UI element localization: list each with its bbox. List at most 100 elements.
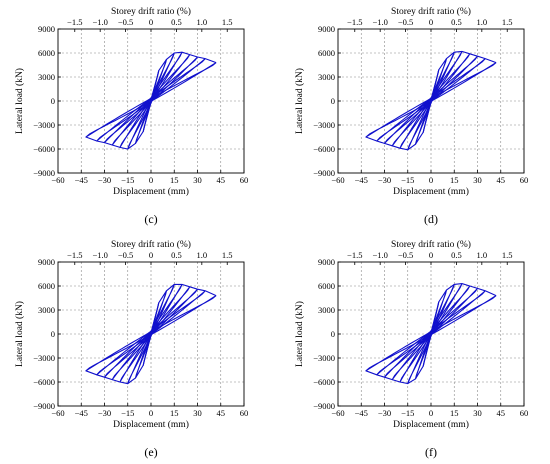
top-tick-label: 0.5 bbox=[451, 250, 462, 260]
hysteresis-curves bbox=[365, 283, 497, 385]
y-axis-title: Lateral load (kN) bbox=[294, 301, 305, 367]
x-tick-label: −60 bbox=[331, 175, 344, 185]
x-axis-title: Displacement (mm) bbox=[393, 186, 469, 197]
y-tick-label: 0 bbox=[331, 329, 335, 339]
top-tick-label: 1.5 bbox=[502, 250, 513, 260]
x-tick-label: 15 bbox=[450, 408, 459, 418]
y-tick-label: 3000 bbox=[38, 72, 55, 82]
x-tick-label: 0 bbox=[149, 408, 153, 418]
y-tick-label: −9000 bbox=[313, 401, 335, 411]
x-tick-label: 45 bbox=[217, 175, 226, 185]
x-tick-label: −45 bbox=[355, 408, 368, 418]
top-tick-label: 0.5 bbox=[171, 250, 182, 260]
top-tick-label: 0 bbox=[149, 250, 153, 260]
y-tick-label: 0 bbox=[51, 329, 55, 339]
y-tick-label: −6000 bbox=[33, 377, 55, 387]
top-tick-label: 1.0 bbox=[197, 17, 208, 27]
x-tick-label: 30 bbox=[193, 408, 202, 418]
y-tick-label: −9000 bbox=[33, 168, 55, 178]
x-tick-label: −15 bbox=[401, 408, 414, 418]
chart-panel-d: −60 −45 −30 −15 0 15 30 45 60 9000 6000 3000 0 −3000 −… bbox=[294, 6, 528, 226]
x-tick-label: −45 bbox=[75, 175, 88, 185]
x-tick-label: 0 bbox=[149, 175, 153, 185]
top-tick-label: 0 bbox=[429, 250, 433, 260]
y-axis-title: Lateral load (kN) bbox=[14, 68, 25, 134]
envelope-curve bbox=[85, 51, 217, 150]
envelope-curve bbox=[365, 50, 497, 151]
y-tick-label: 3000 bbox=[318, 305, 335, 315]
y-tick-label: −6000 bbox=[313, 377, 335, 387]
x-tick-label: −60 bbox=[331, 408, 344, 418]
x-tick-label: −30 bbox=[378, 175, 391, 185]
top-tick-label: −1.0 bbox=[92, 17, 107, 27]
top-tick-label: 1.0 bbox=[477, 250, 488, 260]
y-tick-label: 9000 bbox=[38, 257, 55, 267]
y-tick-label: −6000 bbox=[313, 144, 335, 154]
top-tick-label: 0.5 bbox=[451, 17, 462, 27]
x-tick-label: 15 bbox=[450, 175, 459, 185]
y-tick-label: 0 bbox=[51, 96, 55, 106]
x-tick-label: −60 bbox=[51, 408, 64, 418]
y-tick-label: 9000 bbox=[38, 24, 55, 34]
top-axis-title: Storey drift ratio (%) bbox=[391, 239, 471, 250]
hysteresis-curves bbox=[85, 283, 217, 385]
x-tick-label: 45 bbox=[497, 175, 506, 185]
hysteresis-curves bbox=[85, 51, 217, 150]
top-tick-label: −1.0 bbox=[372, 17, 387, 27]
envelope-curve bbox=[85, 283, 217, 385]
y-tick-label: −6000 bbox=[33, 144, 55, 154]
panel-label: (e) bbox=[144, 445, 157, 459]
chart-panel-f: −60 −45 −30 −15 0 15 30 45 60 9000 6000 3000 0 −3000 −… bbox=[294, 239, 528, 459]
x-axis-title: Displacement (mm) bbox=[113, 419, 189, 430]
top-tick-label: −0.5 bbox=[398, 250, 413, 260]
top-axis-title: Storey drift ratio (%) bbox=[111, 6, 191, 17]
top-tick-label: −0.5 bbox=[118, 17, 133, 27]
y-tick-label: 6000 bbox=[318, 281, 335, 291]
y-tick-label: 6000 bbox=[318, 48, 335, 58]
top-tick-label: −1.5 bbox=[347, 17, 362, 27]
chart-panel-c: −60 −45 −30 −15 0 15 30 45 60 9000 6000 3000 0 −3000 −… bbox=[14, 6, 248, 226]
top-tick-label: 1.5 bbox=[222, 250, 233, 260]
top-tick-label: 0 bbox=[149, 17, 153, 27]
top-tick-label: 1.5 bbox=[222, 17, 233, 27]
top-tick-label: −1.5 bbox=[347, 250, 362, 260]
x-axis-title: Displacement (mm) bbox=[393, 419, 469, 430]
y-tick-label: 6000 bbox=[38, 48, 55, 58]
top-tick-label: 1.0 bbox=[477, 17, 488, 27]
hysteresis-curves bbox=[365, 50, 497, 151]
y-tick-label: 3000 bbox=[38, 305, 55, 315]
y-tick-label: 6000 bbox=[38, 281, 55, 291]
top-tick-label: 0 bbox=[429, 17, 433, 27]
x-tick-label: 60 bbox=[520, 175, 529, 185]
top-tick-label: 1.5 bbox=[502, 17, 513, 27]
y-axis-title: Lateral load (kN) bbox=[294, 68, 305, 134]
x-tick-label: −60 bbox=[51, 175, 64, 185]
top-tick-label: −1.5 bbox=[67, 250, 82, 260]
top-axis-title: Storey drift ratio (%) bbox=[391, 6, 471, 17]
x-tick-label: −30 bbox=[98, 408, 111, 418]
top-tick-label: 0.5 bbox=[171, 17, 182, 27]
panel-label: (c) bbox=[144, 212, 157, 226]
y-tick-label: −9000 bbox=[313, 168, 335, 178]
x-tick-label: −15 bbox=[121, 408, 134, 418]
y-tick-label: 0 bbox=[331, 96, 335, 106]
x-tick-label: 45 bbox=[217, 408, 226, 418]
top-axis-title: Storey drift ratio (%) bbox=[111, 239, 191, 250]
x-tick-label: 60 bbox=[520, 408, 529, 418]
x-tick-label: 60 bbox=[240, 175, 249, 185]
y-tick-label: −3000 bbox=[33, 120, 55, 130]
panel-label: (d) bbox=[424, 212, 438, 226]
x-tick-label: 0 bbox=[429, 408, 433, 418]
chart-panel-e: −60 −45 −30 −15 0 15 30 45 60 9000 6000 3000 0 −3000 −… bbox=[14, 239, 248, 459]
y-tick-label: −3000 bbox=[313, 353, 335, 363]
x-axis-title: Displacement (mm) bbox=[113, 186, 189, 197]
top-tick-label: 1.0 bbox=[197, 250, 208, 260]
y-tick-label: 9000 bbox=[318, 257, 335, 267]
x-tick-label: −45 bbox=[75, 408, 88, 418]
x-tick-label: 60 bbox=[240, 408, 249, 418]
x-tick-label: 30 bbox=[193, 175, 202, 185]
x-tick-label: 45 bbox=[497, 408, 506, 418]
top-tick-label: −0.5 bbox=[118, 250, 133, 260]
x-tick-label: 30 bbox=[473, 175, 482, 185]
